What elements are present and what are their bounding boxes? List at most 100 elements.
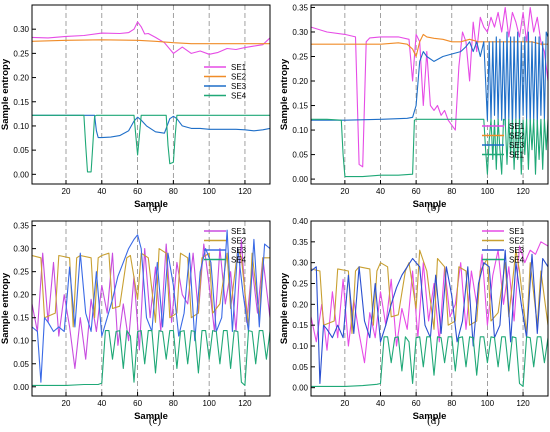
legend-entry: SE3: [509, 246, 525, 255]
x-tick-label: 40: [376, 187, 385, 196]
y-axis-label: Sample entropy: [0, 58, 11, 130]
x-tick-label: 60: [412, 399, 421, 408]
plot-frame: [310, 220, 549, 397]
x-tick-label: 60: [133, 187, 142, 196]
y-tick-label: 0.00: [292, 384, 308, 393]
chart-panel: 20 40 60 80 100 120 0.00 0.05 0.10 0.15 0.20 0.25 0.…: [0, 4, 271, 214]
x-tick-label: 60: [412, 187, 421, 196]
series-line: [311, 336, 548, 387]
y-tick-label: 0.05: [13, 360, 29, 369]
x-axis-label: Sample: [134, 411, 168, 422]
x-tick-label: 120: [516, 187, 530, 196]
legend-entry: SE1: [509, 122, 525, 131]
chart-panel: 20 40 60 80 100 120 0.00 0.05 0.10 0.15 0.20 0.25 0.…: [279, 217, 549, 427]
series-line: [32, 248, 270, 328]
x-axis-label: Sample: [413, 199, 447, 210]
x-tick-label: 120: [238, 187, 252, 196]
series-line: [311, 31, 548, 131]
x-tick-label: 80: [169, 187, 178, 196]
x-tick-label: 100: [481, 187, 495, 196]
panel-caption: (d): [427, 415, 440, 427]
y-tick-label: 0.25: [292, 52, 308, 61]
legend-entry: SE2: [231, 237, 247, 246]
y-axis-label: Sample entropy: [279, 58, 290, 130]
x-tick-label: 80: [169, 399, 178, 408]
series-line: [311, 249, 548, 385]
x-tick-label: 20: [62, 399, 71, 408]
legend-entry: SE4: [231, 92, 247, 101]
chart-panel: 20 40 60 80 100 120 0.00 0.05 0.10 0.15 0.20 0.25 0.…: [279, 3, 549, 214]
y-axis-label: Sample entropy: [0, 272, 11, 344]
series-line: [311, 33, 548, 58]
y-tick-label: 0.30: [13, 25, 29, 34]
y-tick-label: 0.30: [292, 28, 308, 37]
y-axis-label: Sample entropy: [279, 272, 290, 344]
legend-entry: SE2: [231, 73, 247, 82]
y-tick-label: 0.00: [13, 170, 29, 179]
y-tick-label: 0.20: [292, 300, 308, 309]
x-tick-label: 120: [516, 399, 530, 408]
y-tick-label: 0.00: [13, 383, 29, 392]
y-tick-label: 0.30: [13, 245, 29, 254]
x-tick-label: 100: [202, 187, 216, 196]
series-line: [32, 21, 270, 55]
x-axis-label: Sample: [413, 411, 447, 422]
legend-entry: SE1: [509, 227, 525, 236]
y-tick-label: 0.10: [13, 122, 29, 131]
x-tick-label: 20: [340, 399, 349, 408]
series-line: [32, 114, 270, 173]
y-tick-label: 0.10: [292, 126, 308, 135]
y-tick-label: 0.25: [13, 268, 29, 277]
y-tick-label: 0.20: [292, 77, 308, 86]
x-tick-label: 80: [447, 399, 456, 408]
y-tick-label: 0.15: [13, 98, 29, 107]
y-tick-label: 0.40: [292, 217, 308, 226]
x-tick-label: 40: [376, 399, 385, 408]
x-tick-label: 40: [97, 399, 106, 408]
series-line: [311, 118, 548, 178]
y-tick-label: 0.10: [292, 342, 308, 351]
chart-panel: 20 40 60 80 100 120 0.00 0.05 0.10 0.15 0.20 0.25 0.…: [0, 220, 271, 427]
y-tick-label: 0.15: [292, 102, 308, 111]
series-line: [32, 229, 270, 383]
x-axis-label: Sample: [134, 199, 168, 210]
y-tick-label: 0.35: [13, 222, 29, 231]
x-tick-label: 60: [133, 399, 142, 408]
series-line: [311, 6, 548, 168]
plot-frame: [31, 220, 271, 397]
legend-entry: SE3: [231, 246, 247, 255]
y-tick-label: 0.15: [292, 321, 308, 330]
y-tick-label: 0.00: [292, 175, 308, 184]
y-tick-label: 0.20: [13, 291, 29, 300]
y-tick-label: 0.25: [292, 280, 308, 289]
panel-caption: (a): [149, 202, 162, 214]
x-tick-label: 100: [202, 399, 216, 408]
x-tick-label: 20: [340, 187, 349, 196]
series-line: [32, 330, 270, 386]
y-tick-label: 0.05: [292, 363, 308, 372]
plot-frame: [310, 4, 549, 185]
y-tick-label: 0.30: [292, 259, 308, 268]
y-tick-label: 0.15: [13, 314, 29, 323]
x-tick-label: 20: [62, 187, 71, 196]
y-tick-label: 0.05: [292, 151, 308, 160]
series-line: [32, 39, 270, 45]
y-tick-label: 0.25: [13, 49, 29, 58]
legend-entry: SE1: [509, 151, 525, 160]
legend-entry: SE3: [509, 141, 525, 150]
legend-entry: SE4: [231, 256, 247, 265]
y-tick-label: 0.05: [13, 146, 29, 155]
y-tick-label: 0.35: [292, 238, 308, 247]
series-line: [32, 114, 270, 139]
plot-frame: [31, 4, 271, 185]
legend-entry: SE1: [231, 227, 247, 236]
panel-caption: (b): [427, 202, 440, 214]
x-tick-label: 120: [238, 399, 252, 408]
y-tick-label: 0.20: [13, 74, 29, 83]
legend-entry: SE1: [231, 63, 247, 72]
x-tick-label: 40: [97, 187, 106, 196]
